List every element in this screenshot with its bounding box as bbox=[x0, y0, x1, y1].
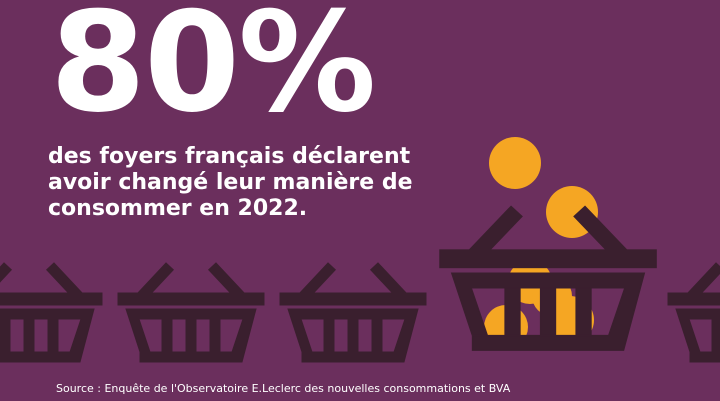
source-note: Source : Enquête de l'Observatoire E.Lec… bbox=[56, 382, 511, 395]
headline-percentage: 80% bbox=[50, 0, 376, 143]
headline-line-2: avoir changé leur manière de bbox=[48, 170, 413, 195]
shopping-basket-icon bbox=[440, 211, 656, 350]
coin-icon bbox=[489, 137, 541, 189]
shopping-basket-icon bbox=[668, 266, 720, 362]
shopping-basket-icon bbox=[0, 266, 102, 362]
shopping-basket-icon bbox=[280, 266, 426, 362]
headline-description: des foyers français déclarent avoir chan… bbox=[48, 144, 428, 222]
shopping-basket-icon bbox=[118, 266, 264, 362]
headline-line-1: des foyers français déclarent bbox=[48, 144, 411, 169]
headline-line-3: consommer en 2022. bbox=[48, 196, 308, 221]
